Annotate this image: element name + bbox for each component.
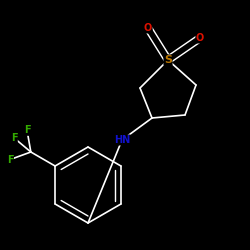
Text: S: S (164, 55, 172, 65)
Text: HN: HN (114, 135, 130, 145)
Text: F: F (7, 154, 14, 164)
Text: O: O (196, 33, 204, 43)
Text: F: F (11, 133, 17, 143)
Text: F: F (24, 125, 30, 135)
Text: O: O (144, 23, 152, 33)
